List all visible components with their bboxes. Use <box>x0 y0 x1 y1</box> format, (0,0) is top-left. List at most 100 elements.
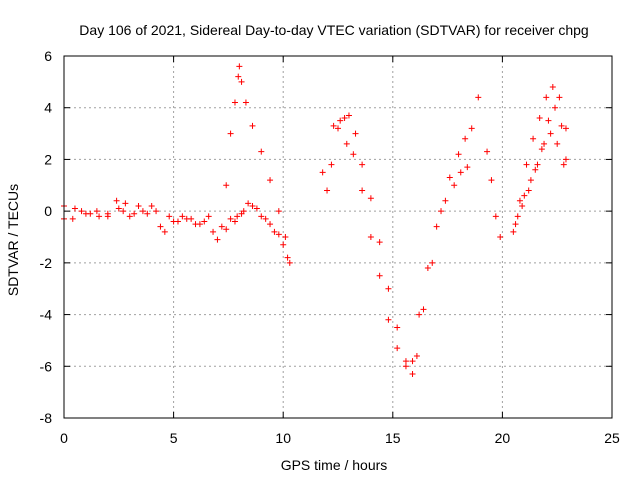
data-point <box>523 161 530 168</box>
data-point <box>464 164 471 171</box>
data-point <box>545 117 552 124</box>
x-tick-label: 15 <box>385 430 401 446</box>
data-point <box>280 241 287 248</box>
data-point <box>115 205 122 212</box>
data-point <box>104 210 111 217</box>
data-point <box>560 161 567 168</box>
data-point <box>457 169 464 176</box>
data-point <box>87 210 94 217</box>
data-point <box>249 122 256 129</box>
data-point <box>376 239 383 246</box>
data-point <box>170 218 177 225</box>
data-point <box>284 254 291 261</box>
data-point <box>438 208 445 215</box>
data-point <box>258 213 265 220</box>
x-tick-label: 0 <box>60 430 68 446</box>
data-point <box>376 272 383 279</box>
data-point <box>519 202 526 209</box>
data-point <box>424 265 431 272</box>
y-tick-label: 6 <box>44 48 52 64</box>
data-point <box>455 151 462 158</box>
data-point <box>552 104 559 111</box>
x-axis-label: GPS time / hours <box>281 457 388 473</box>
data-point <box>359 187 366 194</box>
data-point <box>205 213 212 220</box>
data-point <box>468 125 475 132</box>
data-point <box>258 148 265 155</box>
data-point <box>420 306 427 313</box>
data-point <box>157 223 164 230</box>
data-point <box>352 130 359 137</box>
data-point <box>231 99 238 106</box>
data-point <box>433 223 440 230</box>
data-point <box>442 197 449 204</box>
series-trace-b <box>61 197 293 266</box>
data-point <box>394 345 401 352</box>
data-point <box>126 213 133 220</box>
data-point <box>527 177 534 184</box>
data-point <box>385 285 392 292</box>
data-point <box>275 208 282 215</box>
data-point <box>249 202 256 209</box>
data-point <box>525 187 532 194</box>
data-point <box>549 84 556 91</box>
data-point <box>328 161 335 168</box>
data-point <box>148 202 155 209</box>
data-point <box>512 221 519 228</box>
data-point <box>135 202 142 209</box>
data-point <box>223 226 230 233</box>
data-point <box>282 234 289 240</box>
data-point <box>413 352 420 359</box>
series-trace-h <box>514 130 567 220</box>
data-point <box>253 205 260 212</box>
data-point <box>409 371 416 378</box>
x-tick-label: 20 <box>495 430 511 446</box>
data-point <box>267 177 274 184</box>
data-point <box>547 130 554 137</box>
series-trace-f <box>484 84 569 240</box>
data-point <box>409 358 416 365</box>
data-point <box>188 215 195 222</box>
data-point <box>516 197 523 204</box>
data-point <box>196 221 203 228</box>
series-trace-d <box>319 94 482 378</box>
data-point <box>475 94 482 101</box>
data-point <box>343 140 350 147</box>
x-tick-label: 5 <box>170 430 178 446</box>
data-point <box>245 200 252 207</box>
chart-title: Day 106 of 2021, Sidereal Day-to-day VTE… <box>79 22 588 38</box>
data-point <box>161 228 168 235</box>
data-point <box>330 122 337 129</box>
data-point <box>153 208 160 215</box>
y-tick-label: -8 <box>40 410 53 426</box>
data-point <box>367 195 374 202</box>
data-point <box>122 200 129 207</box>
data-point <box>541 140 548 147</box>
data-point <box>367 234 374 240</box>
data-point <box>144 210 151 217</box>
data-point <box>402 363 409 370</box>
data-point <box>394 324 401 331</box>
data-point <box>227 215 234 222</box>
data-point <box>543 94 550 101</box>
data-point <box>429 259 436 266</box>
series-trace-a <box>61 200 291 261</box>
data-point <box>416 311 423 318</box>
data-point <box>536 115 543 122</box>
data-point <box>78 208 85 215</box>
data-point <box>538 146 545 153</box>
data-point <box>93 208 100 215</box>
data-point <box>335 125 341 132</box>
data-point <box>214 236 221 243</box>
data-point <box>446 174 453 181</box>
y-tick-label: -4 <box>40 307 53 323</box>
x-tick-label: 25 <box>604 430 620 446</box>
data-point <box>532 166 539 173</box>
data-point <box>271 228 278 235</box>
data-point <box>286 259 293 266</box>
data-point <box>462 135 469 142</box>
y-tick-label: 4 <box>44 100 52 116</box>
data-point <box>554 140 561 147</box>
data-point <box>96 213 103 220</box>
data-point <box>262 215 269 222</box>
